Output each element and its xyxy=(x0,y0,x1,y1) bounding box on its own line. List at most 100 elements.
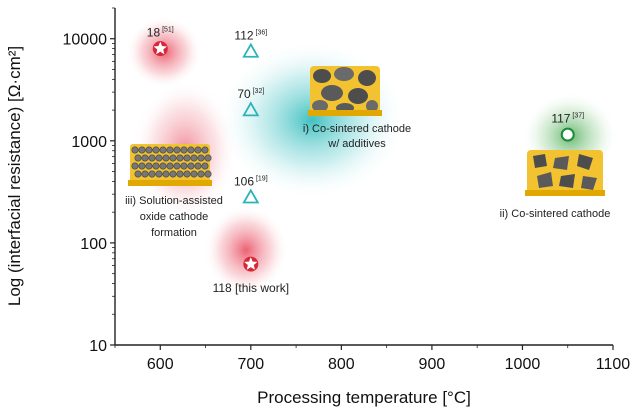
point-ref: [this work] xyxy=(232,281,289,295)
point-label: 117 [37] xyxy=(551,112,584,126)
particle-dot xyxy=(169,154,177,162)
particle-dot xyxy=(152,162,160,170)
particle-dot xyxy=(194,162,202,170)
particle-dot xyxy=(141,154,149,162)
particle-dot xyxy=(197,170,205,178)
point-value: 117 xyxy=(551,112,570,126)
particle-dot xyxy=(162,170,170,178)
point-ref: [51] xyxy=(160,27,174,34)
annotation-red-line1: iii) Solution-assisted xyxy=(125,195,223,207)
x-axis-title: Processing temperature [°C] xyxy=(257,388,471,407)
particle-dot xyxy=(162,154,170,162)
point-label: 18 [51] xyxy=(147,26,174,40)
particle-dot xyxy=(145,146,153,154)
particle-dot xyxy=(201,162,209,170)
particle-dot xyxy=(176,170,184,178)
particle-dot xyxy=(166,162,174,170)
point-value: 18 xyxy=(147,26,161,40)
particle-dot xyxy=(187,146,195,154)
point-value: 106 xyxy=(234,174,254,188)
y-tick-label: 100 xyxy=(80,236,107,253)
data-point-star: 18 [51] xyxy=(147,26,174,57)
y-axis-title: Log (interfacial resistance) [Ω·cm²] xyxy=(5,46,24,306)
particle-dot xyxy=(204,170,212,178)
particle-dot xyxy=(201,146,209,154)
particle-dot xyxy=(159,162,167,170)
star-marker xyxy=(243,256,258,270)
axes: 10 100 1000 10000 600 700 800 900 1000 1100 xyxy=(63,7,631,373)
annotation-green: ii) Co-sintered cathode xyxy=(500,208,611,220)
x-tick-label: 800 xyxy=(328,356,355,373)
point-label: 70 [32] xyxy=(237,87,264,101)
annotation-red: iii) Solution-assisted oxide cathode for… xyxy=(125,195,223,239)
particle-dot xyxy=(131,146,139,154)
point-ref: [37] xyxy=(570,113,584,120)
particle-dot xyxy=(131,162,139,170)
data-points: 18 [51] 112 [36] 70 [32] 106 [19] 118 [this … xyxy=(147,26,584,295)
particle-dot xyxy=(134,154,142,162)
x-tick-label: 1100 xyxy=(596,356,631,373)
particle-dot xyxy=(148,170,156,178)
data-point-star: 118 [this work] xyxy=(213,256,290,295)
y-tick-label: 10000 xyxy=(63,32,108,49)
particle-dot xyxy=(180,146,188,154)
circle-marker xyxy=(560,127,575,142)
point-ref: [19] xyxy=(254,175,268,182)
x-tick-label: 700 xyxy=(237,356,264,373)
y-tick-label: 10 xyxy=(89,338,107,355)
particle-dot xyxy=(173,146,181,154)
annotation-teal: i) Co-sintered cathode w/ additives xyxy=(303,123,411,150)
particle-dot xyxy=(138,162,146,170)
particle-dot xyxy=(183,154,191,162)
particle-dot xyxy=(183,170,191,178)
point-value: 118 xyxy=(213,281,232,295)
particle-dot xyxy=(141,170,149,178)
particle-dot xyxy=(194,146,202,154)
point-label: 106 [19] xyxy=(234,174,268,188)
triangle-marker xyxy=(242,188,260,204)
co-sintered-illustration xyxy=(525,150,605,196)
particle-dot xyxy=(134,170,142,178)
particle-dot xyxy=(145,162,153,170)
particle-dot xyxy=(180,162,188,170)
triangle-marker xyxy=(242,101,260,117)
point-label: 118 [this work] xyxy=(213,281,290,295)
particle-dot xyxy=(190,170,198,178)
particle-dot xyxy=(204,154,212,162)
particle-dot xyxy=(169,170,177,178)
x-tick-label: 900 xyxy=(419,356,446,373)
y-tick-label: 1000 xyxy=(71,134,107,151)
annotation-red-line2: oxide cathode xyxy=(140,211,209,223)
particle-dot xyxy=(152,146,160,154)
co-sintered-additives-illustration xyxy=(308,66,382,116)
particle-dot xyxy=(190,154,198,162)
particle-dot xyxy=(155,170,163,178)
annotation-teal-line2: w/ additives xyxy=(327,138,386,150)
point-value: 70 xyxy=(237,87,251,101)
particle-dot xyxy=(138,146,146,154)
red-glow-bottom xyxy=(204,205,288,295)
particle-dot xyxy=(166,146,174,154)
x-tick-label: 600 xyxy=(147,356,174,373)
particle-dot xyxy=(148,154,156,162)
data-point-triangle: 70 [32] xyxy=(237,87,264,117)
particle-dot xyxy=(197,154,205,162)
triangle-marker xyxy=(242,42,260,58)
point-ref: [36] xyxy=(254,29,268,36)
data-point-triangle: 112 [36] xyxy=(234,28,267,58)
particle-dot xyxy=(173,162,181,170)
annotation-teal-line1: i) Co-sintered cathode xyxy=(303,123,411,135)
annotation-green-line1: ii) Co-sintered cathode xyxy=(500,208,611,220)
point-ref: [32] xyxy=(251,88,265,95)
particle-dot xyxy=(155,154,163,162)
data-point-triangle: 106 [19] xyxy=(234,174,268,204)
x-tick-label: 1000 xyxy=(505,356,541,373)
particle-dot xyxy=(159,146,167,154)
point-value: 112 xyxy=(234,28,253,42)
particle-dot xyxy=(187,162,195,170)
point-label: 112 [36] xyxy=(234,28,267,42)
star-marker xyxy=(153,41,168,55)
solution-assisted-illustration xyxy=(128,144,212,186)
particle-dot xyxy=(176,154,184,162)
